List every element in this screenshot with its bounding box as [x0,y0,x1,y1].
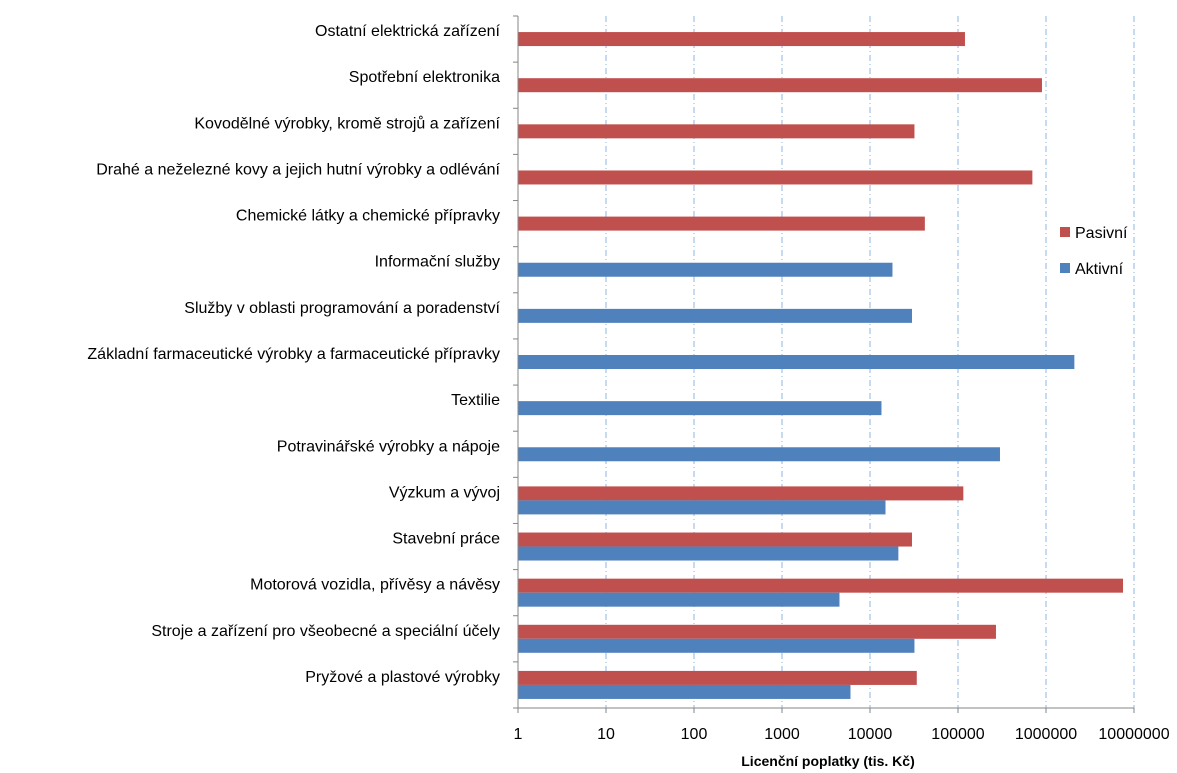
bar-aktivni [518,500,886,515]
x-tick-label: 10000000 [1098,726,1169,743]
x-tick-label: 1 [514,726,523,743]
legend-label: Pasivní [1075,225,1128,242]
category-label: Spotřební elektronika [349,69,500,86]
bar-aktivni [518,355,1075,369]
category-label: Motorová vozidla, přívěsy a návěsy [250,577,500,594]
bar-pasivni [518,124,915,139]
x-tick-label: 100 [681,726,708,743]
category-label: Ostatní elektrická zařízení [315,23,501,40]
category-label: Stroje a zařízení pro všeobecné a speciá… [151,623,500,640]
bar-aktivni [518,638,915,653]
legend-label: Aktivní [1075,261,1124,278]
bar-aktivni [518,262,893,277]
x-tick-label: 1000 [764,726,800,743]
x-tick-label: 10 [597,726,615,743]
category-label: Kovodělné výrobky, kromě strojů a zaříze… [194,114,500,132]
category-label: Stavební práce [392,531,500,548]
bar-pasivni [518,578,1124,593]
bar-pasivni [518,486,964,501]
bar-pasivni [518,216,925,231]
category-label: Pryžové a plastové výrobky [305,669,500,686]
bar-pasivni [518,32,965,47]
bar-aktivni [518,447,1000,462]
category-label: Základní farmaceutické výrobky a farmace… [87,346,500,363]
category-label: Potravinářské výrobky a nápoje [277,438,500,455]
bar-aktivni [518,401,882,416]
x-tick-labels: 1 10 100 1000 10000 100000 1000000 10000000 [514,726,1170,743]
bar-pasivni [518,170,1033,185]
category-label: Chemické látky a chemické přípravky [236,208,500,225]
legend-swatch [1060,227,1070,237]
category-label: Textilie [451,392,500,409]
x-axis-title: Licenční poplatky (tis. Kč) [741,753,914,769]
bar-pasivni [518,532,912,547]
category-label: Výzkum a vývoj [389,484,500,501]
category-label: Informační služby [375,254,500,271]
legend: Pasivní Aktivní [1060,225,1128,278]
bar-aktivni [518,684,851,699]
category-label: Drahé a neželezné kovy a jejich hutní vý… [96,161,500,178]
bar-pasivni [518,670,917,685]
x-tick-label: 10000 [848,726,893,743]
bar-aktivni [518,308,912,323]
x-tick-label: 1000000 [1015,726,1077,743]
bar-aktivni [518,546,899,561]
bars [518,32,1124,699]
bar-pasivni [518,624,996,639]
category-labels: Ostatní elektrická zařízení Spotřební ele… [87,23,500,686]
x-tick-label: 100000 [931,726,984,743]
legend-swatch [1060,263,1070,273]
axes [513,15,1135,713]
bar-pasivni [518,78,1042,93]
bar-aktivni [518,592,840,607]
category-label: Služby v oblasti programování a poradens… [184,300,500,317]
